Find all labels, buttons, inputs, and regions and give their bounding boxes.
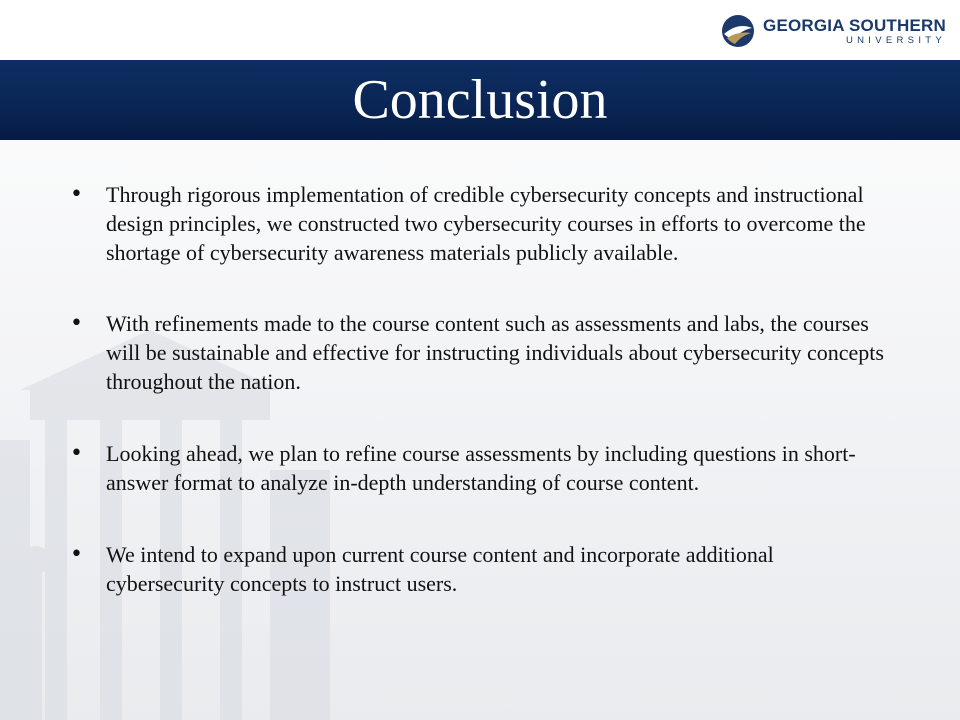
- bullet-dot-icon: •: [70, 542, 83, 567]
- bullet-dot-icon: •: [70, 182, 83, 207]
- bullet-item: • We intend to expand upon current cours…: [62, 540, 892, 598]
- bullet-item: • Through rigorous implementation of cre…: [62, 180, 892, 267]
- university-logo: GEORGIA SOUTHERN UNIVERSITY: [721, 14, 946, 48]
- logo-name: GEORGIA SOUTHERN: [763, 15, 946, 35]
- bullet-list: • Through rigorous implementation of cre…: [62, 180, 892, 598]
- building-watermark: [0, 330, 330, 720]
- bullet-text: Looking ahead, we plan to refine course …: [106, 441, 856, 495]
- bullet-text: With refinements made to the course cont…: [106, 311, 884, 394]
- bullet-text: We intend to expand upon current course …: [106, 542, 774, 596]
- bullet-item: • With refinements made to the course co…: [62, 309, 892, 396]
- bullet-dot-icon: •: [70, 311, 83, 336]
- bullet-dot-icon: •: [70, 441, 83, 466]
- slide-title: Conclusion: [352, 69, 608, 131]
- logo-subtitle: UNIVERSITY: [845, 34, 946, 46]
- top-bar: GEORGIA SOUTHERN UNIVERSITY: [0, 0, 960, 60]
- eagle-logo-icon: [722, 15, 755, 47]
- bullet-item: • Looking ahead, we plan to refine cours…: [62, 439, 892, 497]
- bullet-text: Through rigorous implementation of credi…: [106, 182, 866, 265]
- title-banner: Conclusion: [0, 60, 960, 140]
